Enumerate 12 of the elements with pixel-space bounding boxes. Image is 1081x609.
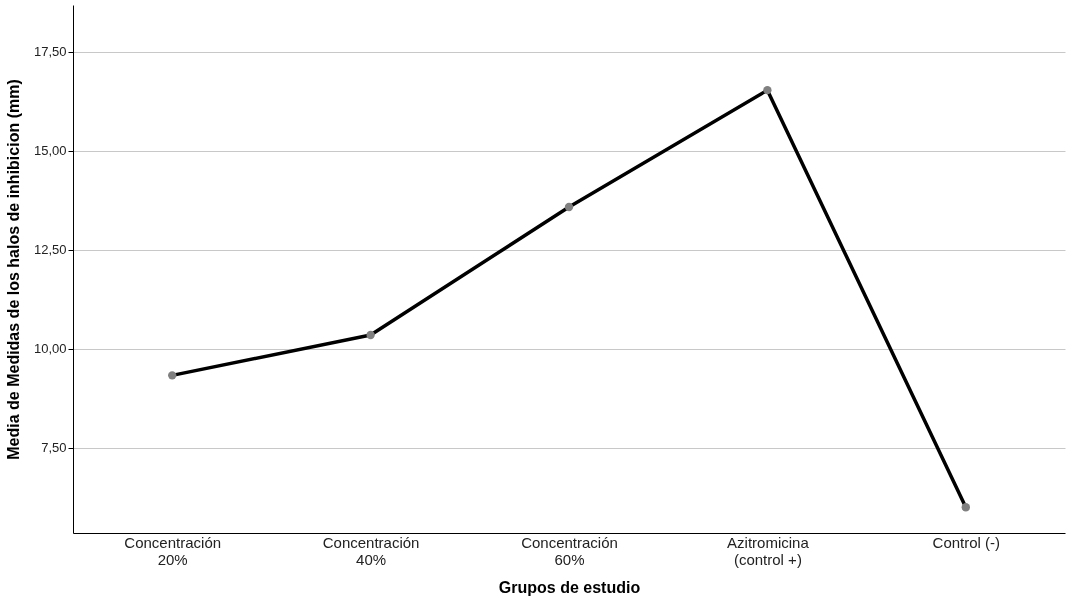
x-tick-label: Control (-) (932, 533, 1001, 551)
x-tick-label: Concentración 40% (322, 533, 420, 568)
y-tick-label: 10,00 (33, 341, 67, 357)
x-tick-label: Azitromicina (control +) (727, 533, 810, 568)
x-tick-label: Concentración 20% (124, 533, 222, 568)
x-tick-label: Concentración 60% (521, 533, 618, 568)
y-axis-title: Media de Medidas de los halos de inhibicion (mm) (4, 79, 22, 460)
y-tick-label: 7,50 (41, 440, 67, 456)
y-tick-label: 12,50 (33, 242, 67, 258)
x-axis-title: Grupos de estudio (498, 578, 641, 596)
y-tick-label: 17,50 (33, 44, 67, 60)
y-tick-label: 15,00 (33, 143, 67, 159)
